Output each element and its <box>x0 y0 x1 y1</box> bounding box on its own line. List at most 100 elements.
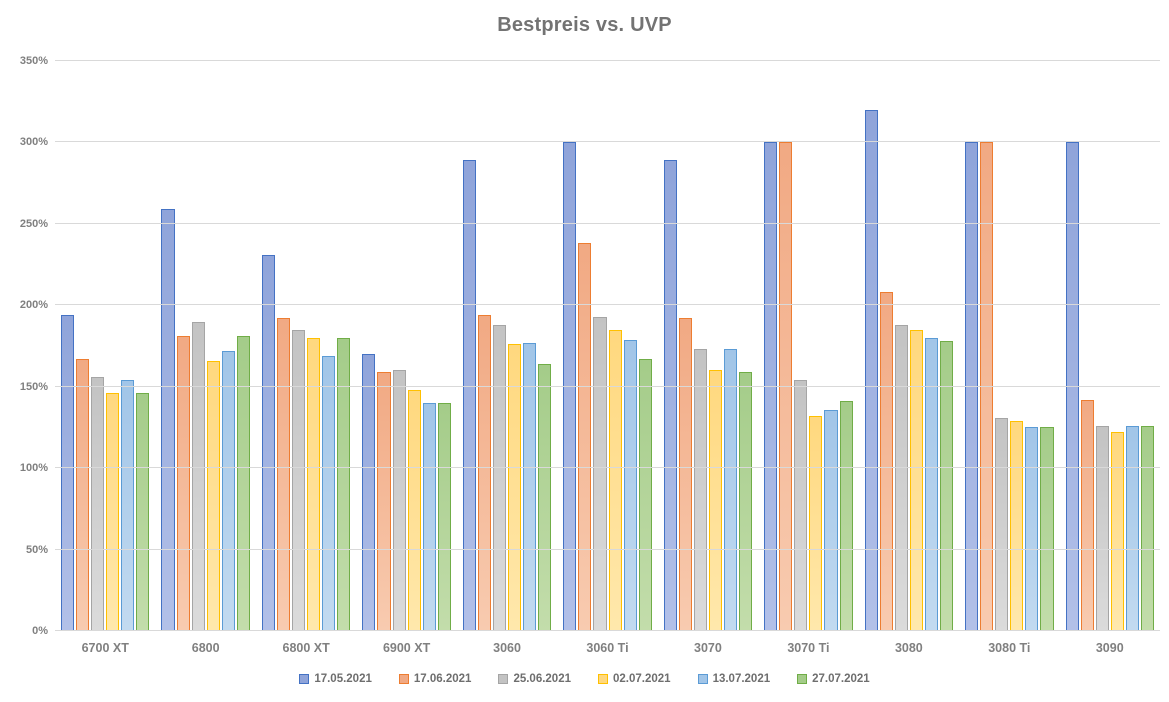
bar-17.05.2021-6700-xt <box>61 315 75 631</box>
bar-17.06.2021-3070 <box>678 318 692 631</box>
bar-17.06.2021-3080 <box>879 292 893 631</box>
bar-02.07.2021-6800 <box>206 360 220 631</box>
bar-17.06.2021-6700-xt <box>76 359 90 631</box>
bar-13.07.2021-6800-xt <box>322 355 336 631</box>
bar-17.06.2021-3080-ti <box>980 142 994 631</box>
bar-27.07.2021-3060-ti <box>638 359 652 631</box>
y-axis: 0% 50% 100% 150% 200% 250% 300% 350% <box>0 55 48 637</box>
category-label-3070-ti: 3070 Ti <box>787 641 830 655</box>
bar-group-6800-xt <box>256 61 356 631</box>
legend-item-25.06.2021: 25.06.2021 <box>498 673 571 685</box>
legend-marker-icon <box>299 674 310 684</box>
legend-label: 02.07.2021 <box>613 673 671 685</box>
bar-02.07.2021-3080 <box>909 329 923 631</box>
bar-27.07.2021-6700-xt <box>136 393 150 631</box>
plot-area <box>55 60 1160 631</box>
bar-17.06.2021-6900-xt <box>377 372 391 631</box>
bar-13.07.2021-6700-xt <box>121 380 135 631</box>
bar-17.05.2021-6800-xt <box>261 254 275 631</box>
y-tick-label: 100% <box>19 462 48 475</box>
bar-17.05.2021-6900-xt <box>362 354 376 631</box>
category-label-3080-ti: 3080 Ti <box>988 641 1031 655</box>
bar-17.05.2021-3060 <box>462 160 476 631</box>
category-label-6900-xt: 6900 XT <box>382 641 431 655</box>
bar-27.07.2021-6800-xt <box>337 337 351 631</box>
bar-13.07.2021-3080-ti <box>1025 427 1039 631</box>
bar-17.05.2021-3060-ti <box>563 142 577 631</box>
bar-25.06.2021-3080-ti <box>995 417 1009 631</box>
bar-25.06.2021-6800-xt <box>292 329 306 631</box>
bar-17.06.2021-6800-xt <box>276 318 291 631</box>
category-label-3080: 3080 <box>894 641 923 655</box>
bar-27.07.2021-6900-xt <box>437 403 451 631</box>
bar-27.07.2021-3080-ti <box>1040 427 1054 631</box>
legend-item-02.07.2021: 02.07.2021 <box>598 673 671 685</box>
legend: 17.05.2021 17.06.2021 25.06.2021 02.07.2021… <box>0 673 1169 685</box>
bar-group-6700-xt <box>55 61 155 631</box>
bar-17.06.2021-3060 <box>477 315 491 631</box>
bar-27.07.2021-3070 <box>739 372 753 631</box>
bar-02.07.2021-3090 <box>1110 432 1124 631</box>
bar-group-3060 <box>457 61 557 631</box>
bar-groups-container <box>55 61 1160 631</box>
bar-17.05.2021-3070 <box>663 160 677 631</box>
y-tick-label: 350% <box>19 55 48 67</box>
bar-25.06.2021-6900-xt <box>392 370 406 631</box>
legend-item-13.07.2021: 13.07.2021 <box>697 673 771 685</box>
bar-02.07.2021-3060-ti <box>608 329 622 631</box>
bar-27.07.2021-3070-ti <box>839 401 853 631</box>
gridline <box>55 385 1160 387</box>
bar-02.07.2021-6800-xt <box>307 337 321 631</box>
bar-02.07.2021-3060 <box>508 344 522 631</box>
y-tick-label: 300% <box>19 136 48 149</box>
bar-17.06.2021-3090 <box>1080 399 1094 631</box>
legend-label: 17.06.2021 <box>413 673 472 685</box>
bar-27.07.2021-3090 <box>1140 425 1154 631</box>
bar-13.07.2021-6800 <box>221 350 235 631</box>
bar-group-3070 <box>658 61 758 631</box>
legend-item-17.05.2021: 17.05.2021 <box>299 673 372 685</box>
bar-group-3080 <box>859 61 959 631</box>
legend-label: 13.07.2021 <box>712 673 771 685</box>
bar-27.07.2021-3080 <box>940 341 954 631</box>
bar-17.05.2021-3070-ti <box>764 142 778 631</box>
legend-marker-icon <box>598 674 608 684</box>
legend-marker-icon <box>398 674 409 684</box>
gridline <box>55 467 1160 469</box>
bar-25.06.2021-3080 <box>894 324 908 631</box>
bar-02.07.2021-3070 <box>708 370 723 631</box>
gridline <box>55 548 1160 550</box>
bar-02.07.2021-6700-xt <box>106 393 120 631</box>
gridline <box>55 304 1160 306</box>
bar-17.06.2021-3070-ti <box>779 142 793 631</box>
bar-13.07.2021-3090 <box>1125 425 1139 631</box>
category-label-3060-ti: 3060 Ti <box>586 641 629 655</box>
bar-02.07.2021-6900-xt <box>407 389 421 631</box>
category-label-3060: 3060 <box>493 641 521 655</box>
bar-25.06.2021-3070-ti <box>794 380 808 631</box>
legend-label: 27.07.2021 <box>812 673 870 685</box>
bar-17.05.2021-6800 <box>161 209 175 631</box>
bar-group-3060-ti <box>557 61 657 631</box>
legend-marker-icon <box>498 674 509 684</box>
bar-02.07.2021-3080-ti <box>1010 420 1024 631</box>
x-axis: 6700 XT 6800 6800 XT 6900 XT 3060 3060 Ti 3070… <box>55 641 1160 655</box>
bar-17.05.2021-3080-ti <box>965 142 979 631</box>
category-label-3070: 3070 <box>694 641 722 655</box>
bar-17.06.2021-6800 <box>176 336 190 631</box>
bar-group-6900-xt <box>356 61 456 631</box>
bar-17.05.2021-3080 <box>864 109 878 631</box>
gridline <box>55 60 1160 61</box>
bar-13.07.2021-3080 <box>924 337 939 631</box>
bar-group-3070-ti <box>758 61 858 631</box>
bar-group-3080-ti <box>959 61 1059 631</box>
bar-group-6800 <box>155 61 255 631</box>
y-tick-label: 0% <box>32 625 48 637</box>
legend-marker-icon <box>797 674 808 684</box>
bar-25.06.2021-6800 <box>191 321 205 631</box>
y-tick-label: 200% <box>19 299 48 312</box>
gridline <box>55 222 1160 224</box>
category-label-3090: 3090 <box>1095 641 1124 655</box>
y-tick-label: 150% <box>19 380 48 393</box>
